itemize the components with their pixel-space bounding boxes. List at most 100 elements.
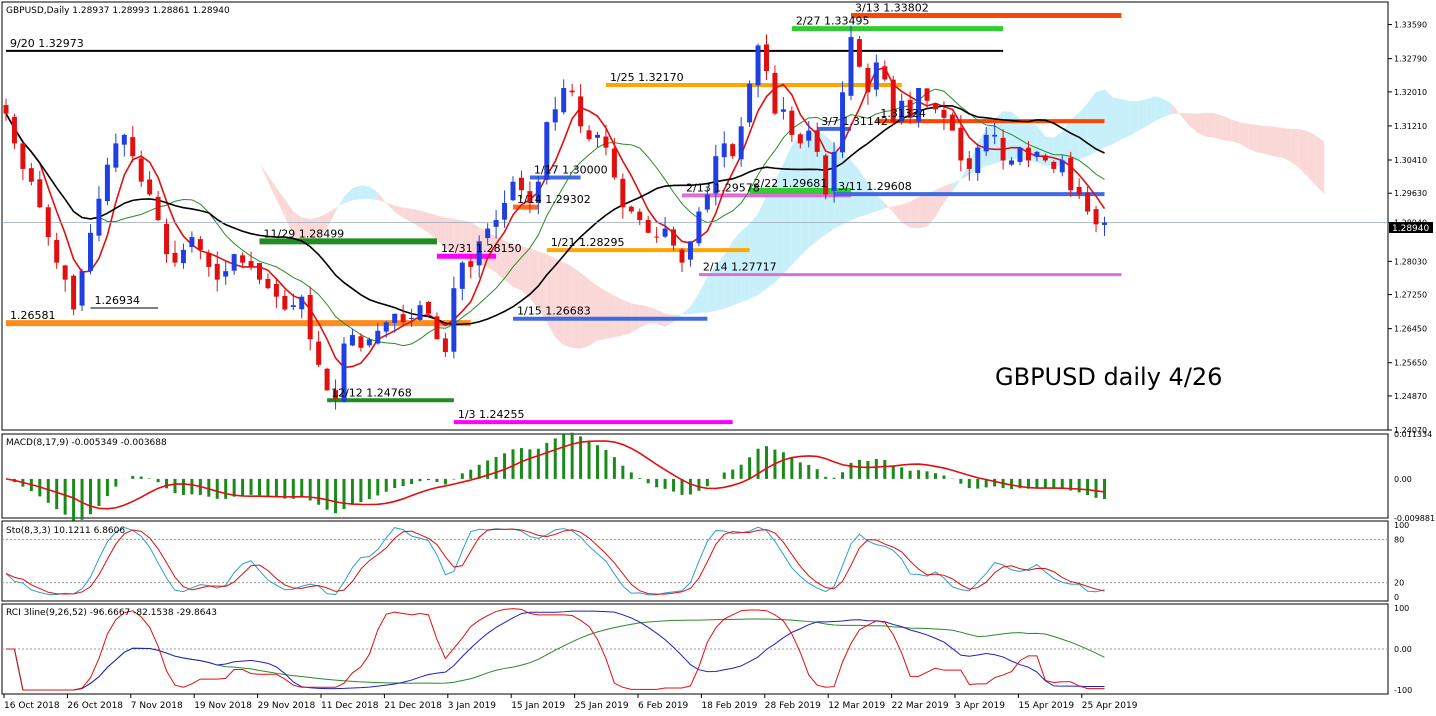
candle-body[interactable] (79, 271, 85, 306)
candle-body[interactable] (823, 155, 829, 195)
candle-body[interactable] (155, 196, 161, 221)
candle-body[interactable] (493, 220, 499, 227)
candle-body[interactable] (662, 228, 668, 237)
candle-body[interactable] (54, 239, 60, 263)
candle-body[interactable] (442, 338, 448, 353)
candle-body[interactable] (907, 100, 913, 118)
candle-body[interactable] (882, 66, 888, 80)
candle-body[interactable] (654, 236, 660, 238)
candle-body[interactable] (924, 88, 930, 101)
candle-body[interactable] (789, 110, 795, 135)
candle-body[interactable] (324, 368, 330, 391)
candle-body[interactable] (730, 144, 736, 157)
candle-body[interactable] (916, 88, 922, 122)
candle-body[interactable] (476, 241, 482, 266)
candle-body[interactable] (679, 249, 685, 263)
candle-body[interactable] (814, 130, 820, 152)
candle-body[interactable] (468, 261, 474, 267)
candle-body[interactable] (1059, 160, 1065, 173)
candle-body[interactable] (434, 316, 440, 340)
candle-body[interactable] (1093, 209, 1099, 225)
candle-body[interactable] (189, 237, 195, 247)
macd-panel[interactable] (1, 433, 1389, 519)
candle-body[interactable] (11, 116, 17, 144)
candle-body[interactable] (527, 191, 533, 204)
candle-body[interactable] (1076, 186, 1082, 195)
candle-body[interactable] (485, 228, 491, 239)
stochastic-panel[interactable] (1, 520, 1389, 602)
candle-body[interactable] (231, 254, 237, 271)
candle-body[interactable] (273, 284, 279, 297)
candle-body[interactable] (417, 305, 423, 320)
candle-body[interactable] (890, 79, 896, 123)
candle-body[interactable] (738, 126, 744, 160)
candle-body[interactable] (704, 194, 710, 210)
candle-body[interactable] (502, 203, 508, 220)
candle-body[interactable] (20, 143, 26, 169)
candle-body[interactable] (248, 261, 254, 267)
candle-body[interactable] (628, 206, 634, 212)
candle-body[interactable] (687, 241, 693, 260)
candle-body[interactable] (1102, 222, 1107, 225)
candle-body[interactable] (240, 255, 246, 263)
candle-body[interactable] (544, 122, 550, 180)
candle-body[interactable] (400, 314, 406, 323)
candle-body[interactable] (747, 83, 753, 123)
candle-body[interactable] (696, 211, 702, 244)
candle-body[interactable] (290, 305, 296, 307)
candle-body[interactable] (180, 249, 186, 264)
candle-body[interactable] (856, 39, 862, 67)
candle-body[interactable] (1068, 157, 1074, 191)
candle-body[interactable] (611, 148, 617, 178)
candle-body[interactable] (831, 151, 837, 191)
candle-body[interactable] (713, 156, 719, 194)
candle-body[interactable] (958, 127, 964, 161)
candle-body[interactable] (71, 275, 77, 310)
candle-body[interactable] (797, 134, 803, 144)
candle-body[interactable] (721, 143, 727, 158)
candle-body[interactable] (518, 177, 524, 191)
candle-body[interactable] (645, 219, 651, 233)
candle-body[interactable] (37, 179, 43, 208)
candle-body[interactable] (975, 147, 981, 174)
candle-body[interactable] (333, 390, 339, 399)
candle-body[interactable] (113, 143, 119, 168)
candle-body[interactable] (375, 330, 381, 344)
candle-body[interactable] (840, 92, 846, 153)
candle-body[interactable] (197, 239, 203, 250)
candle-body[interactable] (983, 134, 989, 152)
candle-body[interactable] (595, 134, 600, 138)
candle-body[interactable] (764, 44, 769, 71)
candle-body[interactable] (603, 136, 609, 148)
candle-body[interactable] (848, 36, 854, 96)
candle-body[interactable] (459, 262, 465, 289)
candle-body[interactable] (569, 90, 575, 93)
candle-body[interactable] (620, 178, 626, 208)
candle-body[interactable] (147, 179, 153, 195)
candle-body[interactable] (307, 295, 313, 340)
candle-body[interactable] (949, 114, 955, 131)
candle-body[interactable] (28, 168, 34, 182)
candle-body[interactable] (941, 109, 947, 118)
candle-body[interactable] (299, 296, 305, 310)
candle-body[interactable] (130, 137, 136, 157)
candle-body[interactable] (992, 134, 998, 137)
candle-body[interactable] (806, 130, 812, 141)
candle-body[interactable] (1025, 147, 1031, 161)
candle-body[interactable] (535, 181, 541, 203)
candle-body[interactable] (451, 288, 457, 352)
candle-body[interactable] (586, 130, 592, 140)
candle-body[interactable] (341, 343, 347, 402)
candle-body[interactable] (1000, 137, 1006, 161)
candle-body[interactable] (358, 336, 364, 348)
candle-body[interactable] (637, 211, 643, 221)
candle-body[interactable] (899, 100, 905, 122)
candle-body[interactable] (206, 252, 212, 267)
candle-body[interactable] (578, 96, 584, 127)
candle-body[interactable] (561, 88, 567, 113)
candle-body[interactable] (164, 223, 170, 255)
candle-body[interactable] (257, 263, 262, 280)
candle-body[interactable] (772, 72, 778, 114)
candle-body[interactable] (282, 295, 288, 310)
